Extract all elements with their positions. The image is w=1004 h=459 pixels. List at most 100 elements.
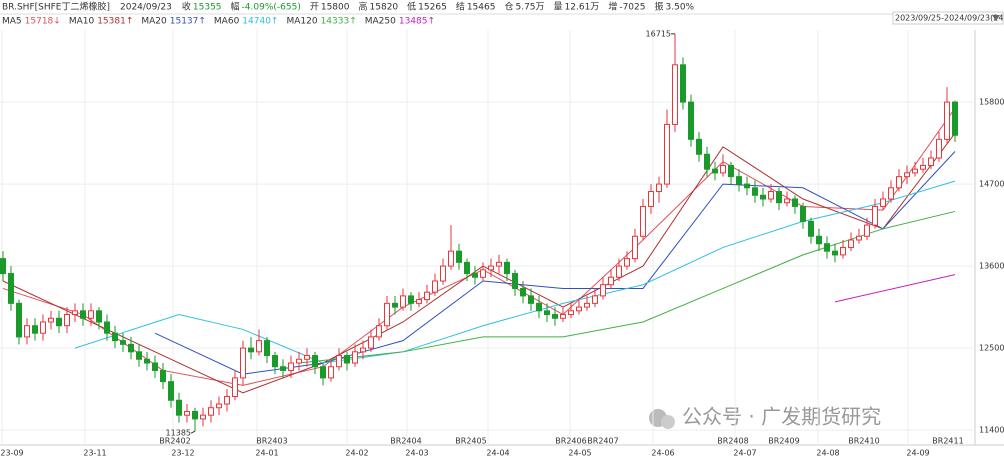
field-label: 开 — [310, 2, 319, 13]
candle-body — [40, 321, 46, 334]
candle-body — [800, 205, 806, 222]
candle-body — [536, 302, 542, 312]
x-tick-label: 23-11 — [83, 449, 106, 458]
candle-body — [872, 205, 878, 226]
candle-body — [688, 101, 694, 140]
candle-body — [912, 168, 918, 174]
range-text: 2023/09/25-2024/09/23(240日) — [895, 14, 1004, 23]
candle-body — [920, 164, 926, 170]
candle-body — [96, 310, 102, 323]
candle-body — [432, 280, 438, 293]
candle-body — [208, 407, 214, 416]
candle-body — [600, 284, 606, 297]
ma-line — [834, 274, 956, 303]
contract-label: BR2408 — [717, 437, 748, 446]
contract-label: BR2406 — [555, 437, 586, 446]
field-value: 3.50% — [666, 3, 695, 13]
high-label: 16715 — [646, 29, 671, 38]
candle-body — [184, 410, 190, 416]
watermark: 公众号 · 广发期货研究 — [649, 405, 881, 429]
candle-body — [520, 287, 526, 297]
contract-label: BR2410 — [848, 437, 879, 446]
candle-body — [560, 314, 566, 319]
candle-body — [808, 220, 814, 237]
candle-body — [824, 243, 830, 252]
x-tick-label: 24-02 — [345, 449, 368, 458]
candle-body — [456, 250, 462, 263]
candle-body — [320, 366, 326, 379]
candle-body — [392, 302, 398, 308]
candle-body — [328, 366, 334, 379]
wechat-icon — [661, 415, 675, 429]
field-label: 量 — [554, 2, 563, 13]
legend-value: 15718↓ — [25, 17, 61, 27]
legend-value: 15381↑ — [97, 17, 133, 27]
candle-body — [0, 258, 6, 275]
candle-body — [384, 302, 390, 327]
field-label: 收 — [182, 1, 191, 13]
candle-body — [488, 265, 494, 271]
candle-body — [632, 235, 638, 260]
candle-body — [696, 138, 702, 155]
candle-body — [736, 176, 742, 185]
candle-body — [88, 310, 94, 319]
candle-body — [648, 191, 654, 207]
candle-body — [176, 399, 182, 416]
candle-body — [32, 325, 38, 334]
candle-body — [664, 123, 670, 185]
candle-body — [240, 347, 246, 379]
candle-body — [376, 325, 382, 338]
candle-body — [272, 355, 278, 368]
candle-body — [192, 410, 198, 420]
ma-line — [154, 151, 956, 375]
candle-body — [816, 235, 822, 245]
legend-value: 14740↑ — [242, 17, 278, 27]
candle-body — [848, 239, 854, 248]
field-label: 增 — [608, 1, 617, 13]
candle-body — [496, 261, 502, 267]
contract-label: BR2404 — [390, 437, 421, 446]
candle-body — [56, 317, 62, 327]
field-label: 高 — [359, 1, 368, 13]
candle-body — [296, 358, 302, 364]
symbol: BR.SHF[SHFE丁二烯橡胶] — [2, 1, 110, 13]
legend-name: MA250 — [365, 17, 396, 27]
candle-body — [216, 403, 222, 409]
candle-body — [840, 246, 846, 256]
field-value: 15355 — [193, 3, 222, 13]
candle-body — [528, 295, 534, 304]
candle-body — [416, 299, 422, 304]
dropdown-icon[interactable] — [992, 15, 1000, 21]
contract-label: BR2411 — [932, 437, 963, 446]
x-tick-label: 24-06 — [651, 449, 674, 458]
watermark-text: 公众号 · 广发期货研究 — [682, 405, 881, 429]
candle-body — [400, 295, 406, 308]
candle-body — [728, 164, 734, 178]
candle-body — [944, 101, 950, 140]
candle-body — [344, 355, 350, 364]
candle-body — [544, 310, 550, 316]
legend-name: MA120 — [286, 17, 317, 27]
field-value: 12.61万 — [565, 3, 600, 13]
y-tick-label: 14700 — [979, 180, 1004, 189]
field-value: -4.09%(-655) — [242, 3, 301, 13]
candle-body — [160, 369, 166, 383]
candle-body — [936, 138, 942, 159]
candle-body — [568, 310, 574, 316]
candle-body — [200, 414, 206, 420]
x-tick-label: 24-03 — [405, 449, 428, 458]
candle-body — [48, 317, 54, 323]
range-box[interactable] — [892, 11, 1004, 25]
field-value: 5.75万 — [515, 3, 544, 13]
candle-body — [680, 64, 686, 103]
x-tick-label: 23-12 — [171, 449, 194, 458]
candle-body — [656, 183, 662, 193]
y-tick-label: 11400 — [979, 426, 1004, 435]
candle-body — [616, 265, 622, 278]
candle-body — [896, 176, 902, 189]
x-tick-label: 24-08 — [816, 449, 839, 458]
candle-body — [304, 355, 310, 360]
candle-body — [136, 351, 142, 360]
